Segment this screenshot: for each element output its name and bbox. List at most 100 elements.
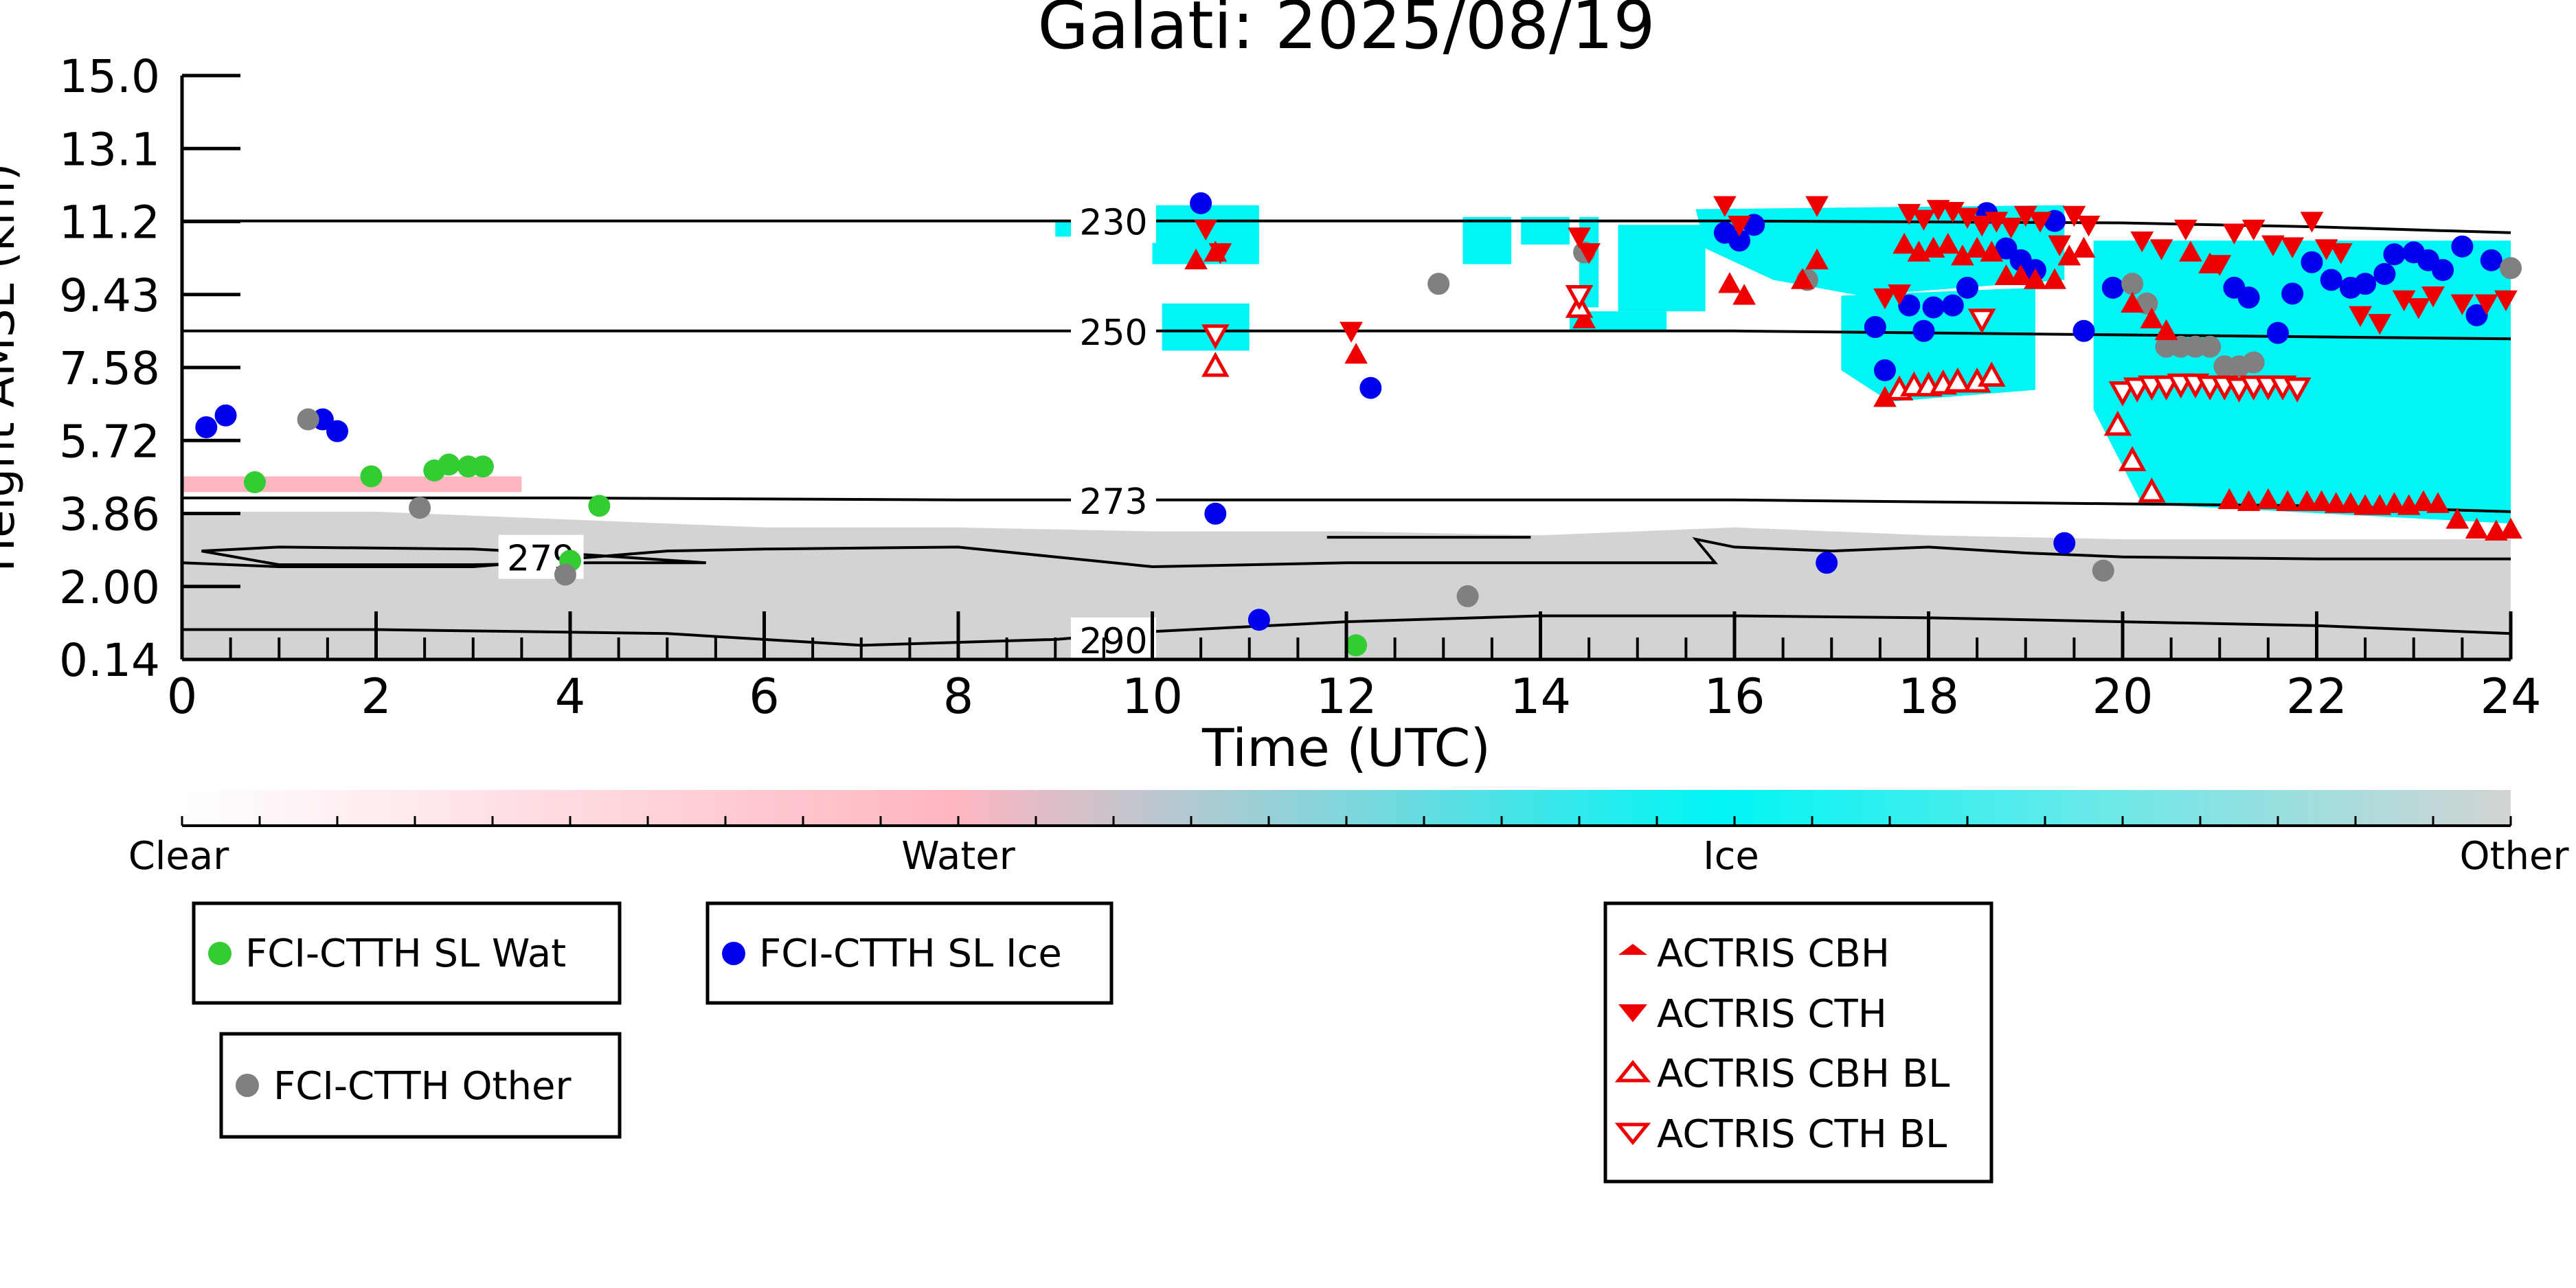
marker-actris-cbh [2339,492,2362,513]
marker-fci-ctth-sl-ice [1941,294,1964,317]
y-axis-label: Height AMSL (km) [0,163,25,572]
marker-fci-ctth-sl-wat [360,465,383,488]
marker-actris-cbh [2072,236,2096,258]
marker-fci-ctth-sl-ice [1873,359,1896,382]
marker-fci-ctth-sl-ice [2053,532,2076,554]
marker-fci-ctth-sl-wat [438,453,460,476]
x-tick-label: 4 [555,668,586,725]
marker-fci-ctth-sl-ice [1995,237,2018,260]
marker-fci-ctth-sl-ice [2072,319,2095,342]
marker-fci-ctth-sl-ice [1864,316,1886,339]
marker-fci-ctth-sl-ice [1190,192,1212,214]
marker-actris-cth-bl [2108,381,2137,407]
marker-actris-cbh [1791,268,1814,289]
marker-fci-ctth-other [1456,585,1479,607]
marker-fci-ctth-other [297,408,319,431]
x-tick-label: 18 [1898,668,1959,725]
marker-fci-ctth-sl-ice [214,404,237,427]
colorbar-ticks [181,816,2512,827]
marker-actris-cth [2048,235,2072,256]
marker-fci-ctth-other [2092,559,2114,582]
legend-cbh-marker [1618,944,1647,955]
x-tick-label: 14 [1510,668,1571,725]
marker-actris-cbh [2257,488,2280,510]
x-tick-label: 8 [943,668,974,725]
y-tick-label: 3.86 [59,488,160,541]
colorbar-label-ice: Ice [1703,834,1759,879]
marker-fci-ctth-sl-ice [2301,251,2323,273]
chart-title: Galati: 2025/08/19 [1037,0,1655,64]
cloud-field-ice-c [1695,205,2065,296]
marker-actris-cbh-bl [1943,368,1972,393]
marker-actris-cth [2300,212,2324,233]
colorbar-label-clear: Clear [128,834,229,879]
marker-actris-cbh [2140,307,2164,328]
marker-actris-cth [1208,243,1232,264]
marker-fci-ctth-sl-ice [2354,273,2377,295]
marker-fci-ctth-other [554,563,576,586]
marker-actris-cbh [2353,494,2377,515]
y-tick-label: 7.58 [59,342,160,395]
marker-actris-cbh-bl [2138,477,2166,503]
marker-fci-ctth-sl-ice [1359,376,1382,399]
x-tick-label: 20 [2092,668,2153,725]
marker-actris-cth [2130,231,2154,253]
marker-actris-cth [2349,306,2372,327]
legend-wat-marker [208,942,231,965]
marker-actris-cbh [2237,490,2261,511]
marker-fci-ctth-other [409,497,431,519]
x-tick-label: 16 [1704,668,1765,725]
marker-actris-cbh [1344,343,1368,364]
marker-actris-cbh [1965,236,1989,258]
marker-actris-cth [2222,223,2246,245]
marker-actris-cth [1340,321,1363,343]
legend-ice-label: FCI-CTTH SL Ice [759,931,1062,976]
isotherm-line [201,545,706,567]
marker-actris-cbh [2324,492,2348,513]
x-tick-label: 6 [749,668,780,725]
marker-fci-ctth-sl-ice [1912,319,1935,342]
marker-actris-cbh [2382,492,2406,513]
marker-fci-ctth-sl-ice [1728,229,1751,252]
legend-cbh-bl-marker [1614,1060,1651,1083]
marker-actris-cth [1713,196,1737,217]
marker-actris-cbh [2445,508,2470,529]
x-tick-label: 10 [1122,668,1183,725]
legend-actris: ACTRIS CBH ACTRIS CTH ACTRIS CBH BL ACTR… [1603,901,1993,1184]
marker-actris-cth [1873,288,1897,310]
y-tick-label: 5.72 [59,415,160,468]
marker-fci-ctth-sl-wat [471,455,494,478]
y-tick-label: 15.0 [59,50,160,103]
marker-actris-cbh [2217,488,2241,510]
marker-actris-cth [1999,217,2023,239]
marker-actris-cth [1568,227,1591,249]
marker-actris-cth [2261,235,2285,256]
marker-fci-ctth-other [2199,335,2222,358]
marker-fci-ctth-sl-ice [2451,235,2474,258]
marker-actris-cth [2368,314,2392,335]
marker-actris-cbh [2154,319,2178,341]
marker-actris-cbh [2295,490,2319,511]
marker-fci-ctth-sl-wat [243,471,266,494]
marker-fci-ctth-sl-ice [2432,259,2454,282]
marker-actris-cbh [1184,248,1208,270]
marker-fci-ctth-sl-ice [2373,262,2396,285]
marker-actris-cbh [1732,284,1756,305]
marker-actris-cth [1805,196,1829,217]
isotherm-label: 273 [1079,482,1147,523]
marker-actris-cth [2029,212,2052,233]
legend-ice-marker [722,942,745,965]
cloud-phase-background [182,205,2511,659]
y-tick-label: 13.1 [59,123,160,176]
marker-fci-ctth-other [2242,351,2265,374]
marker-actris-cbh [2009,264,2033,286]
marker-actris-cth [2281,237,2305,258]
isotherm-label-bg [1071,199,1156,243]
x-tick-label: 12 [1315,668,1377,725]
marker-fci-ctth-sl-wat [1345,634,1368,657]
marker-fci-ctth-sl-wat [588,495,611,517]
marker-fci-ctth-sl-ice [1956,276,1978,299]
legend-cbh-bl-label: ACTRIS CBH BL [1657,1052,1950,1096]
